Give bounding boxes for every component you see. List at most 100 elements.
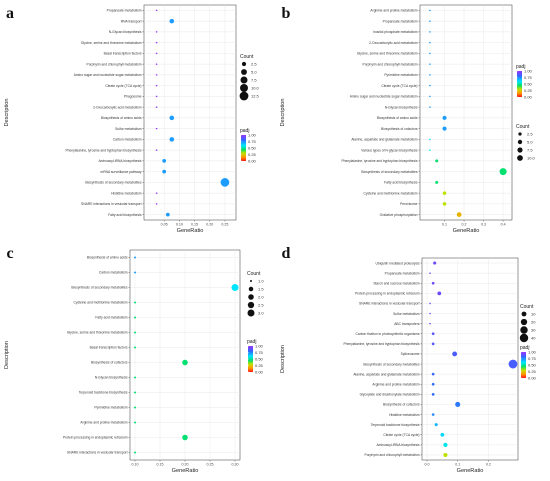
category-label: Histidine metabolism	[389, 413, 420, 417]
data-point	[155, 203, 158, 205]
category-label: Pyrimidine metabolism	[384, 73, 417, 77]
data-point	[134, 271, 136, 274]
y-axis-title: Description	[280, 345, 286, 373]
data-point	[434, 423, 438, 427]
padj-legend-label: 0.50	[528, 362, 537, 367]
category-label: Carbon metabolism	[99, 271, 128, 275]
count-legend-label: 1.0	[258, 278, 264, 283]
data-point	[429, 31, 431, 33]
category-label: Inositol phosphate metabolism	[373, 30, 418, 34]
count-legend-dot	[250, 280, 252, 282]
padj-legend-label: 0.00	[528, 375, 537, 380]
data-point	[134, 331, 136, 334]
data-point	[155, 149, 158, 151]
data-point	[155, 63, 158, 65]
category-label: Oxidative phosphorylation	[380, 213, 418, 217]
data-point	[431, 382, 435, 386]
data-point	[455, 401, 461, 407]
category-label: Biosynthesis of amino acids	[377, 116, 418, 120]
data-point	[429, 138, 431, 141]
category-label: Biosynthesis of secondary metabolites	[363, 362, 419, 366]
category-label: Fatty acid biosynthesis	[384, 181, 418, 185]
plot-frame	[419, 4, 513, 221]
padj-colorbar	[241, 135, 246, 161]
x-tick-label: 0.30	[232, 463, 239, 467]
data-point	[429, 84, 431, 87]
padj-colorbar	[521, 352, 526, 378]
category-label: Biosynthesis of amino acids	[101, 116, 142, 120]
category-label: Terpenoid backbone biosynthesis	[79, 391, 128, 395]
category-label: Histidine metabolism	[111, 191, 142, 195]
count-legend-label: 30	[531, 327, 536, 332]
category-label: Biosynthesis of secondary metabolites	[361, 170, 417, 174]
category-label: Spliceosome	[401, 352, 420, 356]
x-tick-label: 0.10	[176, 223, 183, 227]
panel-b: b Arginine and proline metabolism Propanoa…	[280, 4, 536, 234]
plot-frame	[421, 257, 519, 461]
category-label: Carbon fixation in photosynthetic organi…	[356, 332, 420, 336]
count-legend-dot	[521, 311, 527, 317]
padj-legend-label: 0.00	[255, 369, 264, 374]
category-label: mRNA surveillance pathway	[100, 170, 141, 174]
data-point	[155, 52, 158, 55]
x-tick-label: 0.2	[486, 463, 491, 467]
count-legend-label: 2.5	[527, 131, 533, 136]
count-legend-label: 20	[531, 319, 536, 324]
padj-legend-label: 0.50	[248, 145, 257, 150]
padj-legend-label: 0.25	[248, 152, 257, 157]
y-axis-title: Description	[280, 99, 286, 127]
category-label: Phagosome	[124, 95, 142, 99]
count-legend-title: Count	[240, 54, 254, 60]
category-label: Peroxisome	[400, 202, 418, 206]
padj-legend-label: 1.00	[255, 343, 264, 348]
padj-legend-label: 0.25	[528, 369, 537, 374]
data-point	[431, 332, 435, 336]
category-label: Arginine and proline metabolism	[370, 9, 417, 13]
category-label: Propanoate metabolism	[385, 271, 420, 275]
padj-colorbar	[248, 346, 253, 372]
data-point	[429, 41, 431, 44]
padj-legend-label: 0.25	[255, 363, 264, 368]
category-label: Phenylalanine, tyrosine and tryptophan b…	[343, 342, 419, 346]
count-legend-label: 10	[531, 311, 536, 316]
category-label: RNA transport	[121, 19, 142, 23]
category-label: Glycine, serine and threonine metabolism	[67, 331, 128, 335]
padj-legend-label: 0.75	[528, 356, 537, 361]
data-point	[155, 41, 158, 44]
x-tick-label: 0.1	[442, 223, 447, 227]
category-label: Cysteine and methionine metabolism	[73, 301, 127, 305]
category-label: Porphyrin and chlorophyll metabolism	[87, 62, 142, 66]
data-point	[165, 212, 170, 217]
padj-legend-label: 0.75	[524, 75, 533, 80]
data-point	[440, 432, 445, 437]
category-label: Arginine and proline metabolism	[372, 382, 419, 386]
count-legend-label: 12.5	[251, 93, 260, 98]
category-label: Alanine, aspartate and glutamate metabol…	[351, 138, 417, 142]
count-legend-dot	[239, 91, 249, 101]
category-label: N-Glycan biosynthesis	[385, 105, 418, 109]
data-point	[134, 346, 136, 349]
data-point	[429, 106, 431, 108]
x-tick-label: 0.10	[132, 463, 139, 467]
category-label: Glycine, serine and threonine metabolism	[81, 41, 142, 45]
data-point	[429, 9, 431, 12]
x-tick-label: 0.05	[161, 223, 168, 227]
x-tick-label: 0.20	[182, 463, 189, 467]
category-label: Sulfur metabolism	[115, 127, 142, 131]
x-axis-title: GeneRatio	[453, 228, 480, 234]
panel-letter: b	[282, 5, 291, 22]
count-legend-title: Count	[520, 304, 534, 310]
data-point	[431, 393, 435, 396]
category-label: Citrate cycle (TCA cycle)	[105, 84, 141, 88]
count-legend-dot	[240, 84, 248, 92]
data-point	[452, 351, 458, 357]
count-legend-dot	[241, 69, 247, 75]
data-point	[429, 95, 431, 98]
category-label: Biosynthesis of secondary metabolites	[71, 286, 127, 290]
category-label: Glycine, serine and threonine metabolism	[357, 52, 418, 56]
category-label: Aminoacyl-tRNA biosynthesis	[376, 443, 419, 447]
category-label: SNARE interactions in vesicular transpor…	[67, 451, 128, 455]
data-point	[431, 342, 435, 346]
category-label: Amino sugar and nucleotide sugar metabol…	[350, 95, 418, 99]
data-point	[429, 74, 431, 76]
